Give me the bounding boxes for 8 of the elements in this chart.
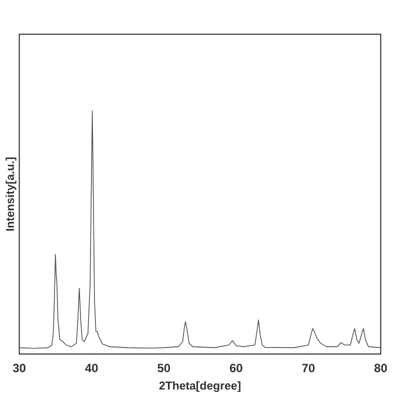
x-tick-label: 60 bbox=[230, 364, 242, 372]
y-axis-title: Intensity[a.u.] bbox=[6, 158, 16, 231]
x-tick-label: 30 bbox=[12, 364, 26, 372]
x-axis-title: 2Theta[degree] bbox=[159, 381, 240, 392]
x-tick-label: 80 bbox=[374, 364, 387, 372]
x-tick-label: 50 bbox=[158, 364, 170, 372]
x-tick-label: 70 bbox=[302, 364, 315, 372]
x-tick-label: 40 bbox=[85, 364, 98, 372]
